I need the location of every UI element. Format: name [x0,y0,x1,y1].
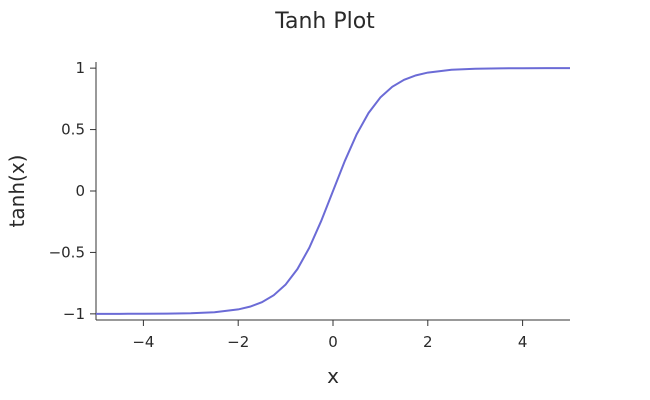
x-tick-label: −2 [227,333,249,351]
y-tick-label: 0.5 [61,121,85,139]
tanh-series-line [95,67,571,315]
y-tick-label: 1 [75,59,85,77]
y-tick-label: −1 [63,305,85,323]
x-ticks: −4 −2 0 2 4 [132,320,527,351]
y-tick-label: 0 [75,182,85,200]
y-ticks: −1 −0.5 0 0.5 1 [49,59,96,323]
x-axis-label: x [327,364,339,388]
plot-area: −1 −0.5 0 0.5 1 −4 −2 0 2 4 [49,59,571,351]
chart-title: Tanh Plot [274,9,375,34]
x-tick-label: −4 [132,333,154,351]
x-tick-label: 0 [328,333,338,351]
x-tick-label: 4 [518,333,528,351]
x-tick-label: 2 [423,333,433,351]
y-axis-label: tanh(x) [5,155,29,228]
y-tick-label: −0.5 [49,243,85,261]
